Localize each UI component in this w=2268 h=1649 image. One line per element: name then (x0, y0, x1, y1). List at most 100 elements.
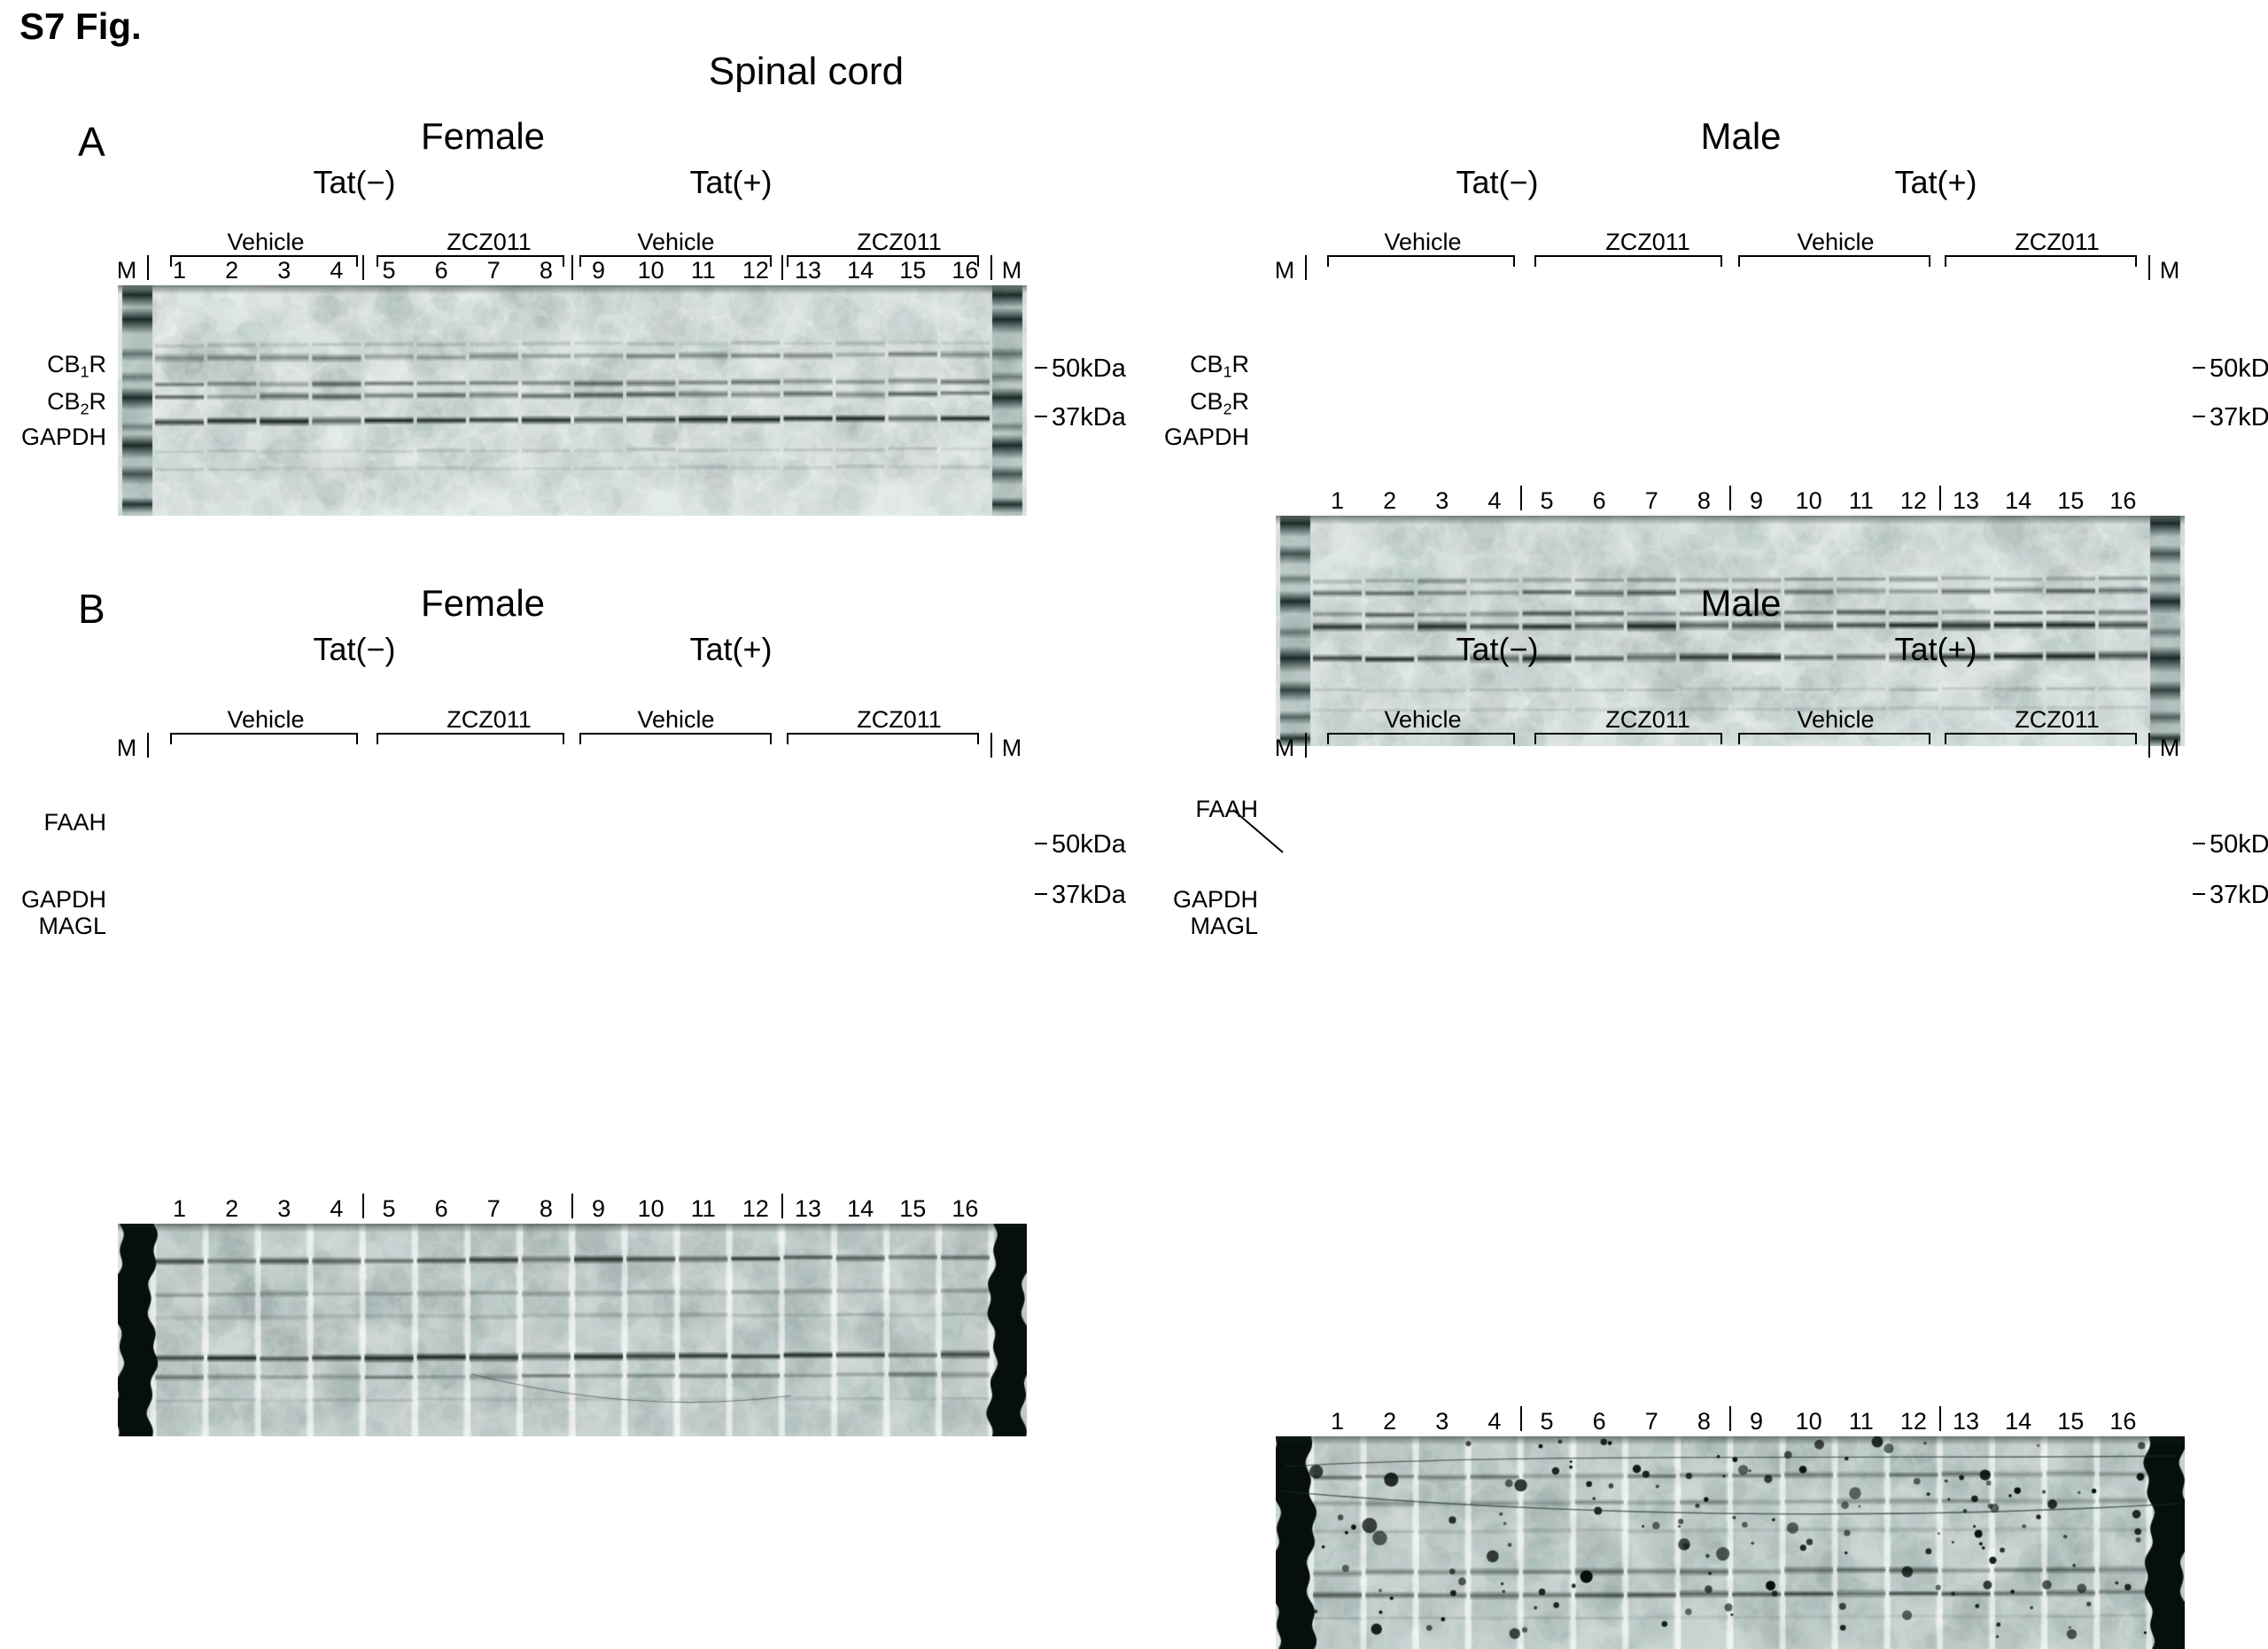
cb2r-subscript: 2 (80, 400, 89, 418)
panel-b-female-lane-M-right: M (1001, 735, 1022, 761)
mw-50-text: 50kDa (2210, 830, 2268, 859)
lane-number-1: 1 (173, 1195, 187, 1222)
lane-number-13: 13 (1953, 1408, 1980, 1435)
cb1r-subscript: 1 (80, 362, 89, 381)
lane-number-5: 5 (382, 257, 396, 284)
lane-number-14: 14 (2005, 1408, 2032, 1435)
lane-number-1: 1 (1331, 487, 1345, 514)
panel-b-letter: B (78, 586, 105, 632)
lane-number-8: 8 (539, 1195, 553, 1222)
lane-number-14: 14 (847, 1195, 874, 1222)
panel-a-female-group-vehicle-2: Vehicle (637, 229, 715, 255)
panel-b-female-tat-negative: Tat(−) (313, 631, 396, 667)
panel-a-male-bracket-2 (1534, 255, 1722, 267)
lane-number-6: 6 (434, 257, 448, 284)
lane-number-3: 3 (277, 257, 291, 284)
lane-group-separator (1729, 486, 1731, 510)
mw-37-text: 37kDa (2210, 881, 2268, 909)
panel-b-female-bracket-2 (377, 733, 564, 744)
lane-number-15: 15 (899, 257, 927, 284)
panel-b-female-group-zcz011-1: ZCZ011 (447, 706, 532, 733)
panel-b-female-sex-title: Female (420, 582, 546, 624)
lane-number-3: 3 (1435, 487, 1449, 514)
panel-b-female-mw-37: 37kDa (1035, 881, 1126, 910)
lane-number-9: 9 (1750, 1408, 1764, 1435)
panel-b-male-tat-negative: Tat(−) (1456, 631, 1539, 667)
mw-tick-icon (2193, 843, 2205, 845)
lane-group-separator (781, 255, 783, 280)
lane-number-9: 9 (592, 1195, 606, 1222)
lane-number-12: 12 (742, 257, 769, 284)
panel-a-protein-label-cb2r: CB2R (0, 388, 106, 418)
panel-a-female-sex-title: Female (420, 115, 546, 157)
panel-a-female-group-zcz011-2: ZCZ011 (857, 229, 942, 255)
mw-tick-icon (1035, 367, 1047, 369)
cb2r-prefix: CB (1190, 388, 1223, 415)
lane-number-2: 2 (1383, 1408, 1397, 1435)
lane-number-16: 16 (951, 1195, 979, 1222)
lane-number-2: 2 (225, 1195, 239, 1222)
panel-b-protein-label-faah: FAAH (43, 809, 106, 836)
panel-a-male-group-vehicle-1: Vehicle (1384, 229, 1462, 255)
lane-number-1: 1 (1331, 1408, 1345, 1435)
figure-label: S7 Fig. (19, 5, 142, 47)
lane-group-separator (781, 1194, 783, 1218)
mw-tick-icon (1035, 893, 1047, 896)
cb2r-prefix: CB (47, 388, 81, 415)
panel-a-female-group-vehicle-1: Vehicle (227, 229, 305, 255)
panel-b-male-bracket-1 (1327, 733, 1515, 744)
panel-b-male-protein-label-gapdh: GAPDH (1172, 886, 1258, 913)
panel-a-male-sex-title: Male (1700, 115, 1782, 157)
panel-b-male-group-zcz011-1: ZCZ011 (1605, 706, 1690, 733)
lane-number-10: 10 (637, 1195, 664, 1222)
panel-a-male-mw-50: 50kDa (2193, 354, 2268, 384)
panel-b-female-mw-50: 50kDa (1035, 830, 1126, 860)
panel-a-female-lane-M-right: M (1001, 257, 1022, 284)
panel-a-male-protein-label-gapdh: GAPDH (1163, 424, 1249, 450)
panel-b-female-lane-M-left: M (116, 735, 137, 761)
lane-group-separator (1938, 1406, 1941, 1431)
mw-tick-icon (2193, 416, 2205, 418)
panel-a-female-bracket-4 (787, 255, 979, 267)
lane-number-7: 7 (1644, 1408, 1658, 1435)
panel-a-female-sep-left (147, 255, 149, 280)
panel-a-male-group-zcz011-2: ZCZ011 (2015, 229, 2100, 255)
panel-a-female-mw-50: 50kDa (1035, 354, 1126, 384)
lane-number-9: 9 (1750, 487, 1764, 514)
panel-b-female-bracket-4 (787, 733, 979, 744)
panel-b-male-sep-left (1305, 733, 1307, 758)
panel-a-male-tat-negative: Tat(−) (1456, 164, 1539, 200)
lane-number-8: 8 (539, 257, 553, 284)
panel-b-female-bracket-1 (170, 733, 358, 744)
panel-a-female-tat-positive: Tat(+) (689, 164, 773, 200)
lane-group-separator (1938, 486, 1941, 510)
panel-b-male-bracket-4 (1945, 733, 2137, 744)
lane-number-16: 16 (2109, 487, 2137, 514)
lane-number-10: 10 (1795, 1408, 1822, 1435)
lane-number-11: 11 (1848, 487, 1874, 514)
panel-b-male-sep-right (2148, 733, 2150, 758)
panel-a-male-mw-37: 37kDa (2193, 403, 2268, 432)
panel-a-female-sep-right (990, 255, 992, 280)
lane-number-9: 9 (592, 257, 606, 284)
lane-number-8: 8 (1697, 487, 1711, 514)
panel-b-female-sep-right (990, 733, 992, 758)
panel-b-male-group-vehicle-2: Vehicle (1797, 706, 1875, 733)
mw-50-text: 50kDa (1052, 354, 1126, 383)
mw-50-text: 50kDa (2210, 354, 2268, 383)
cb1r-suffix: R (1231, 351, 1250, 377)
panel-b-protein-label-gapdh: GAPDH (20, 886, 106, 913)
panel-b-female-tat-positive: Tat(+) (689, 631, 773, 667)
mw-50-text: 50kDa (1052, 830, 1126, 859)
lane-number-13: 13 (1953, 487, 1980, 514)
panel-b-male-sex-title: Male (1700, 582, 1782, 624)
lane-group-separator (361, 1194, 364, 1218)
lane-number-12: 12 (742, 1195, 769, 1222)
cb1r-suffix: R (89, 351, 107, 377)
lane-number-15: 15 (2057, 487, 2085, 514)
panel-a-male-protein-label-cb2r: CB2R (1090, 388, 1249, 418)
lane-number-15: 15 (2057, 1408, 2085, 1435)
lane-group-separator (571, 255, 573, 280)
lane-group-separator (1519, 486, 1522, 510)
panel-a-male-group-zcz011-1: ZCZ011 (1605, 229, 1690, 255)
